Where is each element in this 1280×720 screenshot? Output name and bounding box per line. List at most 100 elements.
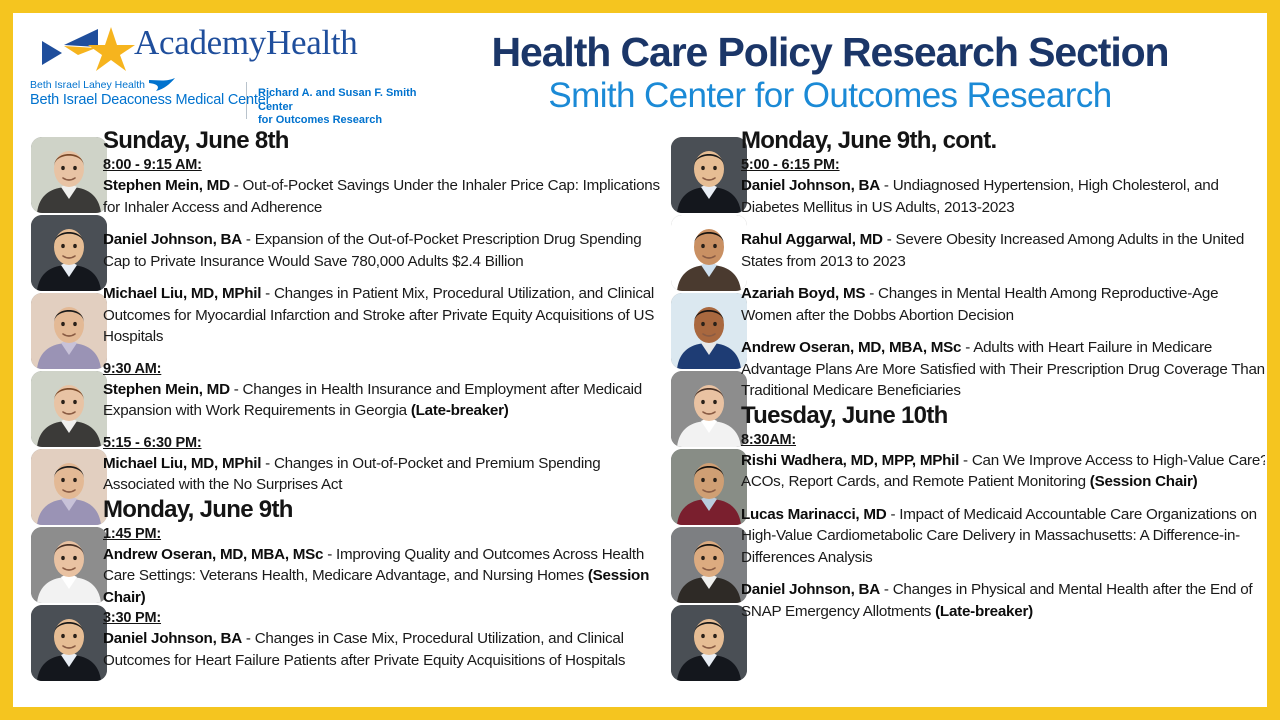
- entry-separator: -: [261, 285, 274, 302]
- session-title: Changes in Patient Mix, Procedural Utili…: [103, 285, 655, 345]
- headshot-stephen-mein: [31, 371, 107, 447]
- session-time-label: 5:00 - 6:15 PM:: [741, 157, 840, 173]
- spacer: [103, 348, 663, 359]
- spacer: [103, 422, 663, 433]
- day-heading: Tuesday, June 10th: [741, 401, 948, 429]
- headshot-michael-liu: [31, 449, 107, 525]
- entry-separator: -: [865, 285, 879, 302]
- session-time-label: 1:45 PM:: [103, 525, 162, 542]
- session-time-label: 3:30 PM:: [103, 610, 162, 626]
- entry-separator: -: [241, 231, 255, 248]
- spacer: [103, 218, 663, 229]
- session-title: Expansion of the Out-of-Pocket Prescript…: [103, 231, 642, 270]
- session-time: 3:30 PM:: [103, 608, 663, 628]
- headshot-stephen-mein: [31, 137, 107, 213]
- session-time: 9:30 AM:: [103, 359, 663, 379]
- spacer: [741, 218, 1265, 229]
- session-entry: Daniel Johnson, BA - Undiagnosed Hyperte…: [741, 175, 1265, 218]
- session-tag: (Session Chair): [103, 567, 650, 606]
- speaker-name: Daniel Johnson, BA: [103, 630, 242, 647]
- session-title: Undiagnosed Hypertension, High Cholester…: [741, 177, 1219, 216]
- bidmc-swoosh-icon: [149, 78, 175, 91]
- entry-separator: -: [323, 545, 337, 563]
- bidmc-line-2: Beth Israel Deaconess Medical Center: [30, 92, 271, 108]
- session-title: Changes in Mental Health Among Reproduct…: [741, 285, 1219, 324]
- headshot-andrew-oseran: [31, 527, 107, 603]
- entry-separator: -: [229, 177, 243, 194]
- session-entry: Rishi Wadhera, MD, MPP, MPhil - Can We I…: [741, 450, 1267, 493]
- session-entry: Azariah Boyd, MS - Changes in Mental Hea…: [741, 283, 1265, 326]
- speaker-name: Azariah Boyd, MS: [741, 285, 866, 302]
- entry-separator: -: [229, 380, 243, 398]
- session-title: Changes in Out-of-Pocket and Premium Spe…: [103, 454, 601, 494]
- headshot-daniel-johnson: [31, 215, 107, 291]
- session-entry: Andrew Oseran, MD, MBA, MSc - Adults wit…: [741, 337, 1265, 402]
- speaker-name: Michael Liu, MD, MPhil: [103, 285, 262, 302]
- session-time-label: 8:00 - 9:15 AM:: [103, 157, 202, 173]
- photo-strip-right: [671, 137, 751, 683]
- entry-separator: -: [886, 505, 900, 523]
- speaker-name: Daniel Johnson, BA: [741, 177, 880, 194]
- logo-divider: [246, 82, 247, 119]
- session-entry: Rahul Aggarwal, MD - Severe Obesity Incr…: [741, 229, 1265, 272]
- title-block: Health Care Policy Research Section Smit…: [395, 29, 1265, 117]
- session-time: 5:15 - 6:30 PM:: [103, 433, 663, 453]
- session-time: 8:30AM:: [741, 430, 1265, 450]
- entry-separator: -: [961, 339, 974, 356]
- bidmc-line-1: Beth Israel Lahey Health: [30, 79, 145, 91]
- schedule-column-left: Sunday, June 8th 8:00 - 9:15 AM: Stephen M…: [17, 127, 665, 705]
- speaker-name: Stephen Mein, MD: [103, 177, 230, 194]
- entry-separator: -: [879, 581, 893, 598]
- academyhealth-logo: AcademyHealth: [22, 17, 432, 75]
- session-time: 5:00 - 6:15 PM:: [741, 155, 1265, 175]
- entry-separator: -: [261, 454, 274, 472]
- session-title: Severe Obesity Increased Among Adults in…: [741, 231, 1245, 270]
- day-heading: Sunday, June 8th: [103, 127, 289, 154]
- day-heading: Monday, June 9th: [103, 495, 293, 523]
- speaker-name: Stephen Mein, MD: [103, 380, 230, 398]
- session-title: Changes in Health Insurance and Employme…: [103, 380, 642, 420]
- spacer: [741, 272, 1265, 283]
- session-time-label: 8:30AM:: [741, 431, 796, 448]
- speaker-name: Daniel Johnson, BA: [103, 231, 242, 248]
- spacer: [741, 568, 1265, 579]
- session-title: Improving Quality and Outcomes Across He…: [103, 545, 645, 585]
- session-time-label: 9:30 AM:: [103, 360, 162, 377]
- logo-block: AcademyHealth Beth Israel Lahey Health B…: [22, 17, 432, 126]
- entry-separator: -: [959, 451, 972, 469]
- session-entry: Daniel Johnson, BA - Expansion of the Ou…: [103, 229, 663, 272]
- session-title: Changes in Physical and Mental Health af…: [741, 581, 1253, 620]
- session-title: Changes in Case Mix, Procedural Utilizat…: [103, 630, 626, 669]
- schedule-column-right: Monday, June 9th, cont. 5:00 - 6:15 PM: Da…: [661, 127, 1267, 705]
- session-entry: Michael Liu, MD, MPhil - Changes in Out-…: [103, 453, 663, 496]
- poster-inner: AcademyHealth Beth Israel Lahey Health B…: [13, 13, 1267, 707]
- header: AcademyHealth Beth Israel Lahey Health B…: [15, 15, 1265, 127]
- headshot-daniel-johnson: [671, 605, 747, 681]
- speaker-name: Daniel Johnson, BA: [741, 581, 880, 598]
- text-column-left: Sunday, June 8th 8:00 - 9:15 AM: Stephen M…: [103, 127, 663, 671]
- headshot-michael-liu: [31, 293, 107, 369]
- speaker-name: Michael Liu, MD, MPhil: [103, 454, 262, 472]
- session-title: Adults with Heart Failure in Medicare Ad…: [741, 339, 1265, 399]
- headshot-rishi-wadhera: [671, 449, 747, 525]
- headshot-daniel-johnson: [671, 137, 747, 213]
- spacer: [741, 493, 1265, 504]
- session-title: Can We Improve Access to High-Value Care…: [741, 451, 1267, 491]
- spacer: [103, 272, 663, 283]
- session-tag: (Session Chair): [1089, 473, 1198, 490]
- entry-separator: -: [241, 630, 255, 647]
- bidmc-logo: Beth Israel Lahey Health Beth Israel Dea…: [30, 78, 430, 126]
- headshot-lucas-marinacci: [671, 527, 747, 603]
- session-title: Impact of Medicaid Accountable Care Orga…: [741, 505, 1257, 566]
- text-column-right: Monday, June 9th, cont. 5:00 - 6:15 PM: Da…: [741, 127, 1267, 622]
- session-tag: (Late-breaker): [935, 602, 1033, 620]
- headshot-andrew-oseran: [671, 371, 747, 447]
- entry-separator: -: [882, 231, 896, 248]
- session-tag: (Late-breaker): [410, 402, 509, 419]
- session-entry: Daniel Johnson, BA - Changes in Case Mix…: [103, 628, 663, 671]
- session-entry: Stephen Mein, MD - Changes in Health Ins…: [103, 379, 663, 422]
- day-heading: Monday, June 9th, cont.: [741, 127, 997, 154]
- smith-line-2: for Outcomes Research: [258, 114, 383, 126]
- session-entry: Michael Liu, MD, MPhil - Changes in Pati…: [103, 283, 663, 348]
